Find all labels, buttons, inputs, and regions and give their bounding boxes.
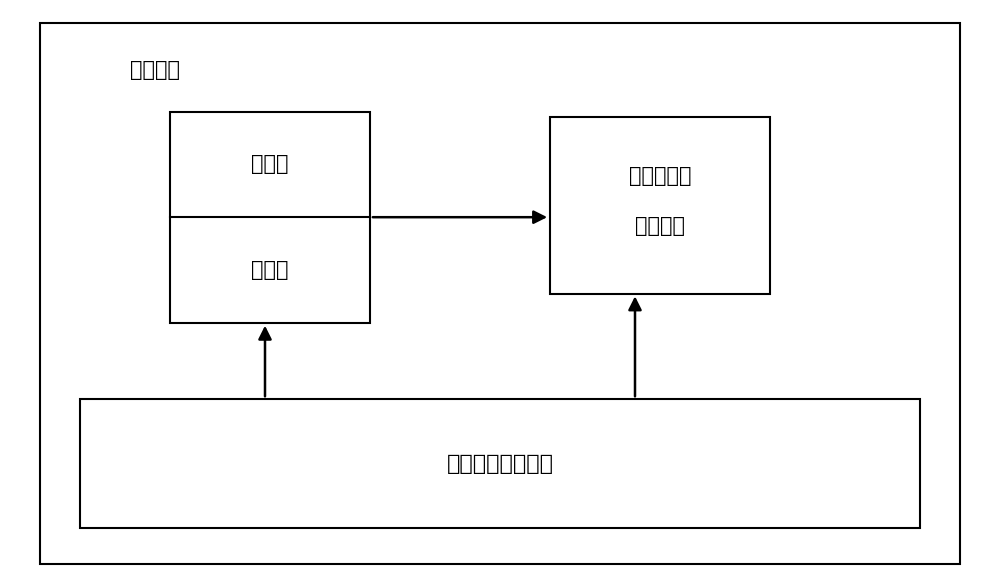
Text: 收发装置: 收发装置	[635, 216, 685, 236]
Text: 处理器: 处理器	[251, 154, 289, 174]
Bar	[550, 117, 770, 294]
Text: 存储器: 存储器	[251, 260, 289, 280]
Bar	[80, 399, 920, 528]
Bar	[170, 112, 370, 323]
Text: 控制单元: 控制单元	[130, 60, 180, 80]
Text: 汇聚节点供电单元: 汇聚节点供电单元	[446, 454, 554, 474]
Text: 高功率无线: 高功率无线	[629, 166, 691, 186]
